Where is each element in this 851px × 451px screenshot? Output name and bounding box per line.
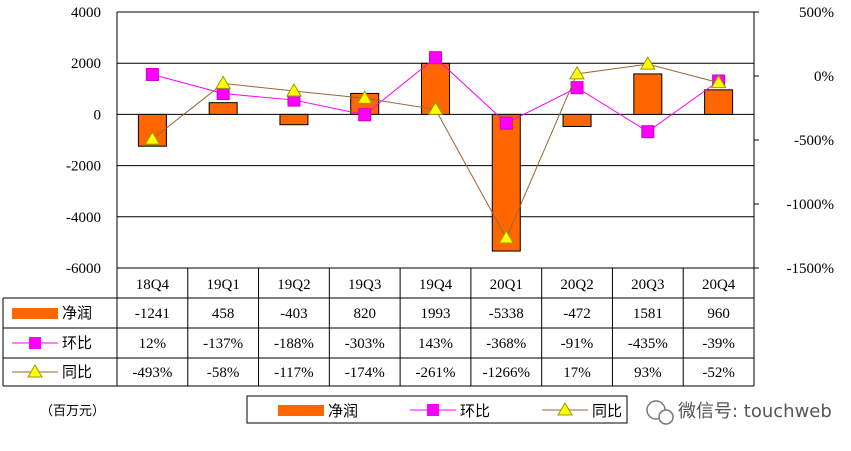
- cell-环比: -368%: [486, 336, 526, 352]
- category-label: 19Q1: [206, 277, 239, 293]
- marker-环比-19Q3: [358, 108, 372, 122]
- swatch-marker: [27, 364, 43, 378]
- marker-环比-18Q4: [145, 67, 159, 81]
- marker-环比-20Q3: [641, 125, 655, 139]
- bars-net-profit: [137, 62, 734, 252]
- cell-同比: 93%: [634, 365, 662, 381]
- cell-同比: -174%: [345, 365, 385, 381]
- bar-20Q4: [704, 89, 734, 115]
- cell-净润: 1581: [633, 306, 663, 322]
- lines-series: [144, 51, 727, 244]
- marker-同比-19Q4: [427, 101, 444, 115]
- legend-label: 净润: [328, 402, 358, 420]
- category-label: 19Q2: [277, 277, 310, 293]
- marker-环比-20Q1: [499, 116, 513, 130]
- y-right-tick-label: 0%: [814, 69, 834, 85]
- tick-labels: 4000 2000 0 -2000 -4000 -6000 500% 0% -500% -1000…: [66, 5, 834, 277]
- cell-净润: 1993: [421, 306, 451, 322]
- y-right-tick-label: -1000%: [787, 197, 835, 213]
- marker-同比-19Q2: [286, 82, 302, 97]
- marker-同比-20Q3: [639, 56, 656, 70]
- cell-环比: -91%: [561, 336, 594, 352]
- watermark-text: 微信号: touchweb: [678, 401, 832, 422]
- bar-20Q1: [491, 113, 521, 252]
- cell-同比: -58%: [207, 365, 240, 381]
- y-right-tick-label: -500%: [794, 133, 834, 149]
- cell-净润: 960: [707, 306, 730, 322]
- axes: [116, 11, 759, 269]
- y-right-tick-label: -1500%: [787, 261, 835, 277]
- legend-swatch-bar: [278, 405, 324, 416]
- y-left-tick-label: -2000: [66, 159, 101, 175]
- legend-label: 环比: [460, 402, 490, 420]
- cell-净润: -5338: [489, 306, 524, 322]
- marker-同比-20Q2: [569, 65, 585, 80]
- cell-同比: -52%: [702, 365, 735, 381]
- marker-同比-18Q4: [144, 131, 161, 145]
- table-legend-key-净润: [12, 308, 58, 319]
- bar-19Q2: [279, 113, 309, 126]
- y-right-tick-label: 500%: [799, 5, 834, 21]
- category-label: 19Q3: [348, 277, 381, 293]
- category-label: 20Q2: [560, 277, 593, 293]
- cell-环比: 143%: [418, 336, 453, 352]
- cell-净润: 820: [353, 306, 376, 322]
- swatch: [12, 308, 58, 319]
- legend-swatch-marker: [427, 404, 439, 416]
- row-label: 环比: [62, 334, 92, 352]
- cell-环比: -435%: [628, 336, 668, 352]
- y-left-tick-label: 0: [94, 107, 102, 123]
- row-label: 净润: [62, 304, 92, 322]
- y-left-tick-label: -4000: [66, 210, 101, 226]
- cell-环比: -188%: [274, 336, 314, 352]
- bar-19Q1: [208, 102, 238, 115]
- unit-label: （百万元）: [40, 404, 105, 419]
- y-left-tick-label: 4000: [71, 5, 101, 21]
- cell-净润: -1241: [135, 306, 170, 322]
- marker-环比-19Q4: [429, 51, 442, 65]
- marker-同比-20Q1: [498, 230, 515, 244]
- marker-同比-19Q3: [356, 90, 373, 104]
- y-left-tick-label: 2000: [71, 56, 101, 72]
- cell-同比: -493%: [132, 365, 172, 381]
- legend-label: 同比: [592, 402, 622, 420]
- row-label: 同比: [62, 363, 92, 381]
- category-label: 19Q4: [419, 277, 453, 293]
- cell-环比: -303%: [345, 336, 385, 352]
- cell-同比: 17%: [563, 365, 591, 381]
- cell-净润: -472: [563, 306, 591, 322]
- legend: 净润 环比 同比: [246, 395, 628, 424]
- table-legend-key-环比: [12, 337, 58, 349]
- cell-净润: 458: [212, 306, 235, 322]
- data-table: 18Q4 19Q1 19Q2 19Q3 19Q4 20Q1 20Q2 20Q3 20Q4 净润 -1…: [2, 268, 755, 387]
- category-label: 18Q4: [136, 277, 170, 293]
- cell-同比: -117%: [274, 365, 313, 381]
- category-label: 20Q4: [702, 277, 736, 293]
- marker-同比-19Q1: [215, 75, 232, 89]
- bar-20Q3: [633, 73, 663, 115]
- marker-同比-20Q4: [710, 74, 727, 89]
- wechat-icon: [646, 400, 674, 425]
- marker-环比-19Q1: [216, 87, 230, 101]
- y-left-tick-label: -6000: [66, 261, 101, 277]
- category-label: 20Q3: [631, 277, 664, 293]
- cell-环比: 12%: [139, 336, 167, 352]
- cell-同比: -261%: [416, 365, 456, 381]
- cell-环比: -137%: [203, 336, 243, 352]
- legend-swatch-marker: [557, 402, 573, 416]
- category-label: 20Q1: [490, 277, 523, 293]
- cell-净润: -403: [280, 306, 308, 322]
- table-legend-key-同比: [12, 364, 58, 378]
- cell-同比: -1266%: [483, 365, 531, 381]
- cell-环比: -39%: [702, 336, 735, 352]
- swatch-marker: [29, 337, 41, 349]
- bar-20Q2: [562, 113, 592, 127]
- gridlines: [117, 11, 754, 269]
- watermark: 微信号: touchweb: [646, 400, 832, 425]
